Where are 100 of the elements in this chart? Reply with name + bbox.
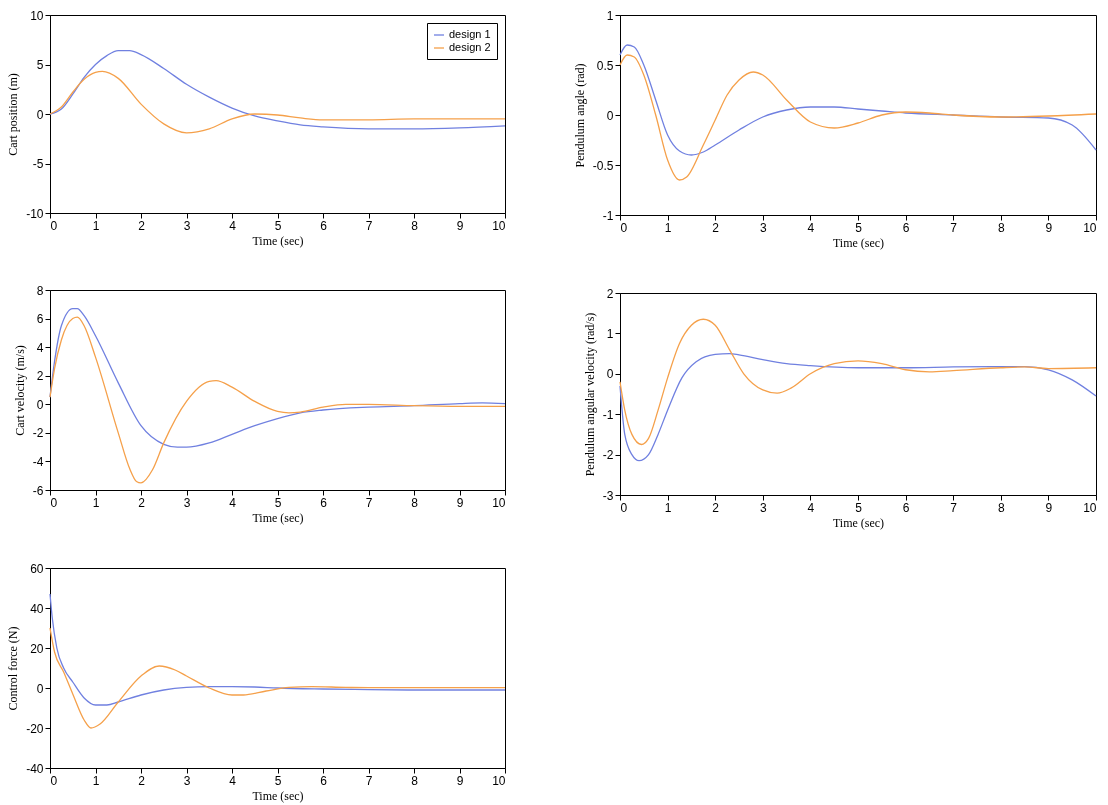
y-tick-label: 5 bbox=[36, 58, 44, 72]
y-tick-label: 60 bbox=[30, 561, 44, 576]
line-series bbox=[49, 70, 506, 134]
y-tick-label: -3 bbox=[602, 488, 614, 503]
y-tick-label: 2 bbox=[36, 369, 44, 384]
y-tick-label: 1 bbox=[606, 326, 614, 341]
x-tick-label: 3 bbox=[183, 773, 191, 788]
x-tick-label: 2 bbox=[138, 773, 146, 788]
y-tick-label: -1 bbox=[602, 407, 614, 422]
x-tick-label: 10 bbox=[492, 495, 506, 510]
x-tick-label: 4 bbox=[807, 500, 815, 515]
x-tick-label: 6 bbox=[320, 218, 328, 233]
x-tick-label: 8 bbox=[411, 495, 419, 510]
x-tick-label: 6 bbox=[902, 500, 910, 515]
x-tick-label: 0 bbox=[50, 773, 58, 788]
x-tick-label: 7 bbox=[950, 500, 958, 515]
x-tick-label: 9 bbox=[456, 495, 464, 510]
x-tick-label: 4 bbox=[229, 218, 237, 233]
y-tick-label: -4 bbox=[32, 454, 44, 469]
y-axis-title: Cart position (m) bbox=[6, 73, 21, 156]
x-axis-title: Time (sec) bbox=[252, 788, 304, 803]
x-tick-label: 2 bbox=[712, 500, 720, 515]
x-tick-label: 5 bbox=[855, 500, 863, 515]
y-tick-label: 4 bbox=[36, 340, 44, 355]
x-tick-label: 0 bbox=[50, 495, 58, 510]
line-series bbox=[619, 54, 1097, 181]
y-tick-label: -1 bbox=[602, 208, 614, 223]
x-tick-label: 8 bbox=[411, 773, 419, 788]
x-tick-label: 9 bbox=[456, 773, 464, 788]
x-tick-label: 3 bbox=[183, 218, 191, 233]
x-tick-label: 10 bbox=[492, 773, 506, 788]
x-axis-title: Time (sec) bbox=[832, 235, 885, 250]
x-tick-label: 9 bbox=[1045, 500, 1053, 515]
x-tick-label: 6 bbox=[320, 495, 328, 510]
x-tick-label: 9 bbox=[456, 218, 464, 233]
y-tick-label: 8 bbox=[36, 283, 44, 298]
x-tick-label: 7 bbox=[365, 773, 373, 788]
x-tick-label: 5 bbox=[855, 220, 863, 235]
line-series bbox=[49, 593, 506, 706]
legend-label: design 1 bbox=[449, 28, 491, 40]
x-tick-label: 3 bbox=[759, 500, 767, 515]
y-tick-label: 0 bbox=[36, 397, 44, 412]
y-tick-label: 10 bbox=[30, 8, 44, 23]
x-tick-label: 5 bbox=[274, 495, 282, 510]
y-tick-label: 6 bbox=[36, 312, 44, 327]
y-tick-label: 0 bbox=[36, 681, 44, 696]
x-axis-title: Time (sec) bbox=[252, 510, 304, 525]
y-tick-label: -2 bbox=[602, 448, 614, 463]
y-tick-label: -2 bbox=[32, 426, 44, 441]
x-tick-label: 1 bbox=[92, 495, 100, 510]
x-tick-label: 2 bbox=[138, 218, 146, 233]
line-series bbox=[49, 627, 506, 729]
line-series bbox=[619, 318, 1097, 446]
y-tick-label: 0 bbox=[606, 108, 614, 123]
line-series bbox=[619, 352, 1097, 462]
y-tick-label: 20 bbox=[30, 641, 44, 656]
x-tick-label: 6 bbox=[320, 773, 328, 788]
x-tick-label: 9 bbox=[1045, 220, 1053, 235]
x-tick-label: 3 bbox=[759, 220, 767, 235]
x-tick-label: 8 bbox=[411, 218, 419, 233]
y-tick-label: -20 bbox=[26, 721, 44, 736]
y-axis-title: Cart velocity (m/s) bbox=[12, 345, 27, 436]
line-series bbox=[49, 316, 506, 484]
x-tick-label: 7 bbox=[950, 220, 958, 235]
x-tick-label: 0 bbox=[50, 218, 58, 233]
x-tick-label: 0 bbox=[620, 220, 628, 235]
x-tick-label: 0 bbox=[620, 500, 628, 515]
y-tick-label: 0 bbox=[36, 107, 44, 122]
y-tick-label: 1 bbox=[606, 8, 614, 23]
y-tick-label: -40 bbox=[26, 761, 44, 776]
x-tick-label: 8 bbox=[997, 500, 1005, 515]
line-series bbox=[49, 307, 506, 448]
legend-label: design 2 bbox=[449, 41, 491, 53]
y-tick-label: 2 bbox=[606, 286, 614, 301]
x-tick-label: 7 bbox=[365, 495, 373, 510]
x-axis-title: Time (sec) bbox=[832, 515, 885, 530]
x-tick-label: 1 bbox=[664, 500, 672, 515]
x-axis-title: Time (sec) bbox=[252, 233, 304, 248]
x-tick-label: 1 bbox=[92, 773, 100, 788]
y-tick-label: 40 bbox=[30, 601, 44, 616]
x-tick-label: 6 bbox=[902, 220, 910, 235]
x-tick-label: 4 bbox=[229, 495, 237, 510]
y-axis-title: Pendulum angle (rad) bbox=[572, 63, 587, 168]
x-tick-label: 2 bbox=[712, 220, 720, 235]
x-tick-label: 8 bbox=[997, 220, 1005, 235]
x-tick-label: 2 bbox=[138, 495, 146, 510]
y-tick-label: 0 bbox=[606, 367, 614, 382]
y-tick-label: -5 bbox=[32, 157, 44, 171]
y-tick-label: 0.5 bbox=[596, 58, 614, 73]
y-tick-label: -6 bbox=[32, 483, 44, 498]
line-series bbox=[619, 44, 1097, 156]
x-tick-label: 10 bbox=[1083, 500, 1097, 515]
x-tick-label: 5 bbox=[274, 773, 282, 788]
x-tick-label: 4 bbox=[229, 773, 237, 788]
x-tick-label: 1 bbox=[92, 218, 100, 233]
x-tick-label: 5 bbox=[274, 218, 282, 233]
y-axis-title: Pendulum angular velocity (rad/s) bbox=[582, 312, 597, 477]
x-tick-label: 4 bbox=[807, 220, 815, 235]
y-tick-label: -10 bbox=[26, 206, 44, 221]
x-tick-label: 1 bbox=[664, 220, 672, 235]
